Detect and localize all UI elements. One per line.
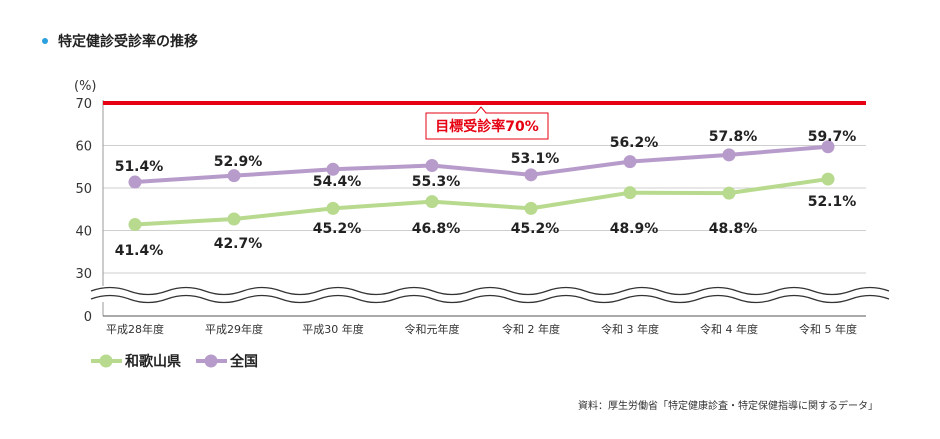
data-label: 53.1% [511, 151, 560, 167]
data-point [128, 218, 142, 232]
x-tick-label: 平成29年度 [205, 322, 263, 336]
source-note: 資料：厚生労働省「特定健康診査・特定保健指導に関するデータ」 [578, 401, 878, 412]
data-label: 54.4% [313, 174, 362, 190]
x-tick-label: 令和 3 年度 [601, 322, 659, 336]
x-tick-label: 令和元年度 [405, 322, 460, 336]
legend-label: 全国 [229, 353, 258, 370]
data-label: 55.3% [412, 174, 461, 190]
data-point [227, 212, 241, 226]
data-label: 52.1% [808, 194, 857, 210]
y-tick-label: 30 [75, 267, 92, 282]
axis-break-wave-top [90, 286, 890, 296]
data-label: 45.2% [313, 221, 362, 237]
data-label: 48.8% [709, 221, 758, 237]
x-tick-label: 令和 2 年度 [502, 322, 560, 336]
data-point [722, 148, 736, 162]
axis-break-mask [88, 285, 892, 305]
legend-swatch-marker [99, 354, 113, 368]
data-label: 51.4% [115, 159, 164, 175]
x-tick-label: 令和 4 年度 [700, 322, 758, 336]
data-label: 59.7% [808, 129, 857, 145]
data-point [821, 172, 835, 186]
data-point [425, 158, 439, 172]
data-label: 41.4% [115, 243, 164, 259]
bullet-dot-icon [42, 38, 48, 44]
data-point [524, 168, 538, 182]
data-label: 42.7% [214, 236, 263, 252]
target-label: 目標受診率70% [435, 118, 539, 135]
data-point [623, 155, 637, 169]
series-line-1 [134, 144, 829, 185]
data-label: 57.8% [709, 129, 758, 145]
data-point [821, 140, 835, 154]
data-point [524, 201, 538, 215]
y-tick-label: 50 [75, 182, 92, 197]
legend-swatch-marker [204, 354, 218, 368]
x-tick-label: 令和 5 年度 [799, 322, 857, 336]
y-tick-label: 70 [75, 97, 92, 112]
y-axis-unit: (%) [74, 79, 97, 94]
data-point [128, 175, 142, 189]
data-point [722, 186, 736, 200]
y-tick-label: 60 [75, 140, 92, 155]
target-callout-box [425, 106, 549, 140]
data-label: 46.8% [412, 221, 461, 237]
data-label: 52.9% [214, 154, 263, 170]
data-point [326, 162, 340, 176]
x-tick-label: 平成28年度 [106, 322, 164, 336]
y-tick-label: 0 [84, 310, 92, 325]
data-point [326, 201, 340, 215]
chart-title-row: 特定健診受診率の推移 [42, 31, 198, 51]
x-tick-label: 平成30 年度 [302, 322, 364, 336]
data-label: 56.2% [610, 135, 659, 151]
axis-break-wave-bottom [90, 294, 890, 304]
data-point [623, 186, 637, 200]
chart-title: 特定健診受診率の推移 [58, 34, 198, 50]
y-tick-label: 40 [75, 225, 92, 240]
data-point [227, 169, 241, 183]
legend-label: 和歌山県 [125, 353, 181, 370]
data-point [425, 195, 439, 209]
series-line-0 [134, 177, 829, 227]
data-label: 48.9% [610, 221, 659, 237]
data-label: 45.2% [511, 221, 560, 237]
